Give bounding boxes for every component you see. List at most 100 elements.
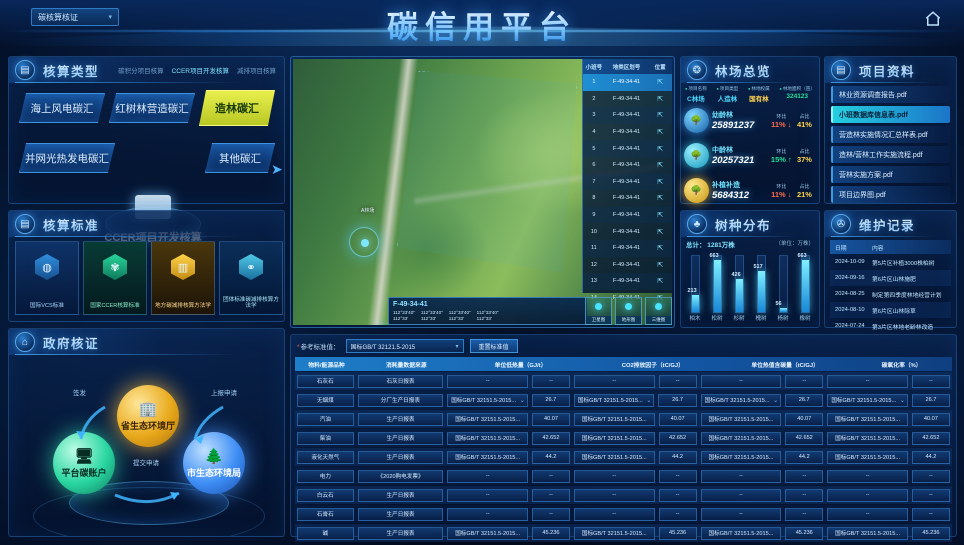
locate-icon[interactable]: ⇱ (657, 129, 664, 137)
document-item[interactable]: 小班数据库信息表.pdf (831, 106, 950, 123)
cell-carbon-standard[interactable]: -- (700, 469, 782, 483)
type-button-mangrove[interactable]: 红树林营造碳汇 (109, 93, 195, 123)
cell-oxidation-value[interactable]: -- (911, 507, 950, 521)
tab-reduction[interactable]: 减排项目核算 (237, 68, 276, 75)
cell-carbon-standard[interactable]: -- (700, 507, 782, 521)
cell-heat-value[interactable]: 42.652 (531, 431, 571, 445)
cell-source[interactable]: 《2020购电发票》 (357, 469, 444, 483)
cell-co2-standard[interactable]: 国标GB/T 32151.5-2015... (574, 526, 655, 540)
module-select[interactable]: 碳核算核证 ▾ (31, 8, 119, 26)
cell-heat-standard[interactable]: -- (447, 488, 528, 502)
tab-carbon-credit[interactable]: 碳积分项目核算 (118, 68, 164, 75)
table-row[interactable]: 9 F-49-34-41 ⇱ (583, 206, 672, 224)
table-row[interactable]: 2024-10-09 第5片区补植3000株柏树 (830, 254, 951, 270)
cell-heat-standard[interactable]: 国标GB/T 32151.5-2015... (447, 412, 528, 426)
cell-carbon-value[interactable]: 40.07 (785, 412, 824, 426)
cell-oxidation-standard[interactable]: -- (827, 507, 908, 521)
cell-co2-standard[interactable]: -- (574, 374, 655, 388)
cell-oxidation-standard[interactable]: -- (827, 374, 908, 388)
cell-heat-standard[interactable]: -- (447, 374, 528, 388)
cell-heat-standard[interactable]: -- (447, 507, 528, 521)
table-row[interactable]: 10 F-49-34-41 ⇱ (583, 223, 672, 240)
cell-carbon-standard[interactable]: -- (700, 374, 782, 388)
cell-source[interactable]: 生产日报表 (357, 507, 444, 521)
cell-carbon-value[interactable]: 45.236 (785, 526, 824, 540)
document-item[interactable]: 林业资源调查报告.pdf (831, 86, 950, 103)
forest-map-panel[interactable]: A林场 F-49-34-41 112°33'40" 112°33' 112°33'… (290, 56, 675, 328)
cell-co2-standard[interactable]: 国标GB/T 32151.5-2015... (574, 431, 655, 445)
map-parcel-boundary[interactable] (397, 71, 577, 273)
cell-co2-standard[interactable]: 国标GB/T 32151.5-2015... (574, 412, 655, 426)
type-button-offshore-wind[interactable]: 海上风电碳汇 (19, 93, 105, 123)
locate-icon[interactable]: ⇱ (657, 95, 664, 103)
table-row[interactable]: 6 F-49-34-41 ⇱ (583, 157, 672, 174)
cell-co2-standard[interactable]: -- (574, 488, 655, 502)
locate-icon[interactable]: ⇱ (657, 212, 664, 220)
locate-icon[interactable]: ⇱ (657, 245, 664, 253)
locate-icon[interactable]: ⇱ (657, 178, 664, 186)
cell-heat-value[interactable]: 40.07 (531, 412, 571, 426)
cell-heat-value[interactable]: -- (531, 488, 571, 502)
locate-icon[interactable]: ⇱ (657, 228, 664, 236)
table-row[interactable]: 2024-08-25 制定第四季度林地经营计划 (830, 286, 951, 302)
cell-source[interactable]: 生产日报表 (357, 412, 444, 426)
table-row[interactable]: 2024-07-24 第3片区林地老龄林改造 (830, 318, 951, 334)
cell-co2-value[interactable]: -- (658, 469, 697, 483)
type-button-other[interactable]: 其他碳汇 (205, 143, 275, 173)
standard-card-group[interactable]: ⚭ 团体标准碳减排核算方法学 (219, 241, 283, 315)
cell-heat-value[interactable]: -- (531, 469, 571, 483)
node-provincial-bureau[interactable]: 🏢 省生态环境厅 (117, 385, 179, 447)
cell-carbon-value[interactable]: -- (785, 469, 824, 483)
parcel-table[interactable]: 小班号 地类区划号 位置 1 F-49-34-41 ⇱ 2 F-49-34-41 ⇱ 3 F-… (582, 59, 672, 302)
cell-co2-value[interactable]: -- (658, 488, 697, 502)
cell-carbon-value[interactable]: 44.2 (785, 450, 824, 464)
cell-co2-value[interactable]: 42.652 (658, 431, 697, 445)
cell-source[interactable]: 生产日报表 (357, 431, 444, 445)
reference-standard-select[interactable]: 国标GB/T 32121.5-2015 ▾ (345, 339, 464, 353)
cell-source[interactable]: 分厂生产日报表 (357, 393, 444, 407)
cell-heat-value[interactable]: -- (531, 374, 571, 388)
table-row[interactable]: 2024-09-16 第6片区山林施肥 (830, 270, 951, 286)
cell-co2-value[interactable]: -- (658, 507, 697, 521)
node-city-bureau[interactable]: 🌲 市生态环境局 (183, 432, 245, 494)
cell-oxidation-value[interactable]: 42.652 (911, 431, 950, 445)
table-row[interactable]: 白云石 生产日报表 -- -- -- -- -- -- -- -- (295, 486, 952, 504)
table-row[interactable]: 石灰石 石灰日报表 -- -- -- -- -- -- -- -- (295, 372, 952, 390)
cell-oxidation-standard[interactable]: -- (827, 488, 908, 502)
table-row[interactable]: 5 F-49-34-41 ⇱ (583, 140, 672, 157)
cell-co2-value[interactable]: 44.2 (658, 450, 697, 464)
cell-heat-standard[interactable]: -- (447, 469, 528, 483)
cell-carbon-standard[interactable]: 国标GB/T 32151.5-2015... (700, 526, 782, 540)
cell-carbon-value[interactable]: -- (785, 488, 824, 502)
cell-carbon-value[interactable]: 42.652 (785, 431, 824, 445)
cell-co2-standard[interactable]: 国标GB/T 32151.5-2015... (574, 450, 655, 464)
cell-heat-value[interactable]: -- (531, 507, 571, 521)
map-view-satellite[interactable]: 卫星图 (585, 297, 612, 325)
type-button-solar-thermal[interactable]: 并网光热发电碳汇 (19, 143, 115, 173)
table-row[interactable]: 电力 《2020购电发票》 -- -- -- -- -- -- -- -- (295, 467, 952, 485)
cell-oxidation-value[interactable]: 40.07 (911, 412, 950, 426)
table-row[interactable]: 2 F-49-34-41 ⇱ (583, 91, 672, 108)
type-button-afforestation[interactable]: 造林碳汇 (199, 90, 275, 126)
cell-oxidation-value[interactable]: 44.2 (911, 450, 950, 464)
table-row[interactable]: 7 F-49-34-41 ⇱ (583, 173, 672, 191)
locate-icon[interactable]: ⇱ (657, 79, 664, 87)
cell-co2-value[interactable]: -- (658, 374, 697, 388)
locate-icon[interactable]: ⇱ (657, 162, 664, 170)
cell-carbon-standard[interactable]: 国标GB/T 32151.5-2015... (700, 393, 782, 407)
cell-source[interactable]: 生产日报表 (357, 488, 444, 502)
table-row[interactable]: 1 F-49-34-41 ⇱ (583, 74, 672, 91)
document-item[interactable]: 项目边界图.pdf (831, 186, 950, 203)
cell-co2-standard[interactable]: -- (574, 507, 655, 521)
tab-ccer[interactable]: CCER项目开发核算 (171, 68, 229, 75)
cell-heat-standard[interactable]: 国标GB/T 32151.5-2015... (447, 450, 528, 464)
cell-carbon-standard[interactable]: 国标GB/T 32151.5-2015... (700, 450, 782, 464)
cell-oxidation-value[interactable]: -- (911, 374, 950, 388)
node-platform-account[interactable]: 🖥 平台碳账户 (53, 432, 115, 494)
document-item[interactable]: 营林实施方案.pdf (831, 166, 950, 183)
cell-co2-value[interactable]: 40.07 (658, 412, 697, 426)
cell-oxidation-standard[interactable]: 国标GB/T 32151.5-2015... (827, 412, 908, 426)
cell-co2-standard[interactable]: 国标GB/T 32151.5-2015... (573, 393, 655, 407)
table-row[interactable]: 12 F-49-34-41 ⇱ (583, 257, 672, 274)
cell-co2-value[interactable]: 45.236 (658, 526, 697, 540)
